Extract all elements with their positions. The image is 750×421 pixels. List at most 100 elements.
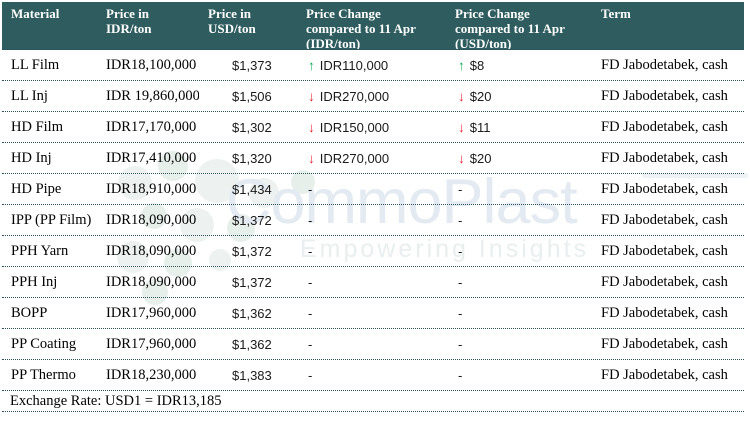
- material-cell: HD Film: [11, 118, 63, 135]
- change-usd-value: $20: [469, 88, 492, 104]
- trend-arrow-icon: ↑: [308, 57, 315, 73]
- change-idr-value: -: [308, 181, 313, 197]
- table-row: PP Coating IDR17,960,000 $1,362 - - FD J…: [2, 329, 744, 360]
- price-idr-cell: IDR18,910,000: [106, 180, 197, 197]
- change-idr-cell: ↓ IDR270,000: [299, 89, 447, 104]
- change-usd-cell: -: [447, 182, 597, 197]
- header-material: Material: [11, 6, 60, 21]
- change-idr-cell: -: [299, 368, 447, 383]
- price-idr-cell: IDR17,170,000: [106, 118, 197, 135]
- material-cell: PP Thermo: [11, 366, 76, 383]
- table-header: Material Price in IDR/ton Price in USD/t…: [2, 2, 744, 50]
- change-idr-value: -: [308, 243, 313, 259]
- change-idr-value: IDR110,000: [319, 57, 389, 73]
- price-usd-cell: $1,302: [232, 119, 272, 135]
- term-cell: FD Jabodetabek, cash: [601, 180, 728, 197]
- trend-arrow-icon: ↓: [458, 88, 465, 104]
- change-idr-value: IDR270,000: [319, 88, 390, 104]
- term-cell: FD Jabodetabek, cash: [601, 56, 728, 73]
- price-usd-cell: $1,372: [232, 212, 272, 228]
- header-price-usd: Price in USD/ton: [208, 6, 256, 36]
- change-idr-cell: -: [299, 306, 447, 321]
- price-idr-cell: IDR18,090,000: [106, 273, 197, 290]
- table-row: PPH Yarn IDR18,090,000 $1,372 - - FD Jab…: [2, 236, 744, 267]
- exchange-rate-row: Exchange Rate: USD1 = IDR13,185: [2, 391, 744, 412]
- change-idr-value: -: [308, 305, 313, 321]
- change-idr-value: -: [308, 212, 313, 228]
- term-cell: FD Jabodetabek, cash: [601, 242, 728, 259]
- change-idr-cell: -: [299, 275, 447, 290]
- change-usd-cell: -: [447, 244, 597, 259]
- term-cell: FD Jabodetabek, cash: [601, 304, 728, 321]
- price-idr-cell: IDR18,100,000: [106, 56, 197, 73]
- change-usd-value: -: [458, 305, 463, 321]
- material-cell: IPP (PP Film): [11, 211, 92, 228]
- header-price-idr: Price in IDR/ton: [106, 6, 152, 36]
- table-row: LL Film IDR18,100,000 $1,373 ↑ IDR110,000…: [2, 50, 744, 81]
- table-row: PPH Inj IDR18,090,000 $1,372 - - FD Jabo…: [2, 267, 744, 298]
- change-idr-value: -: [308, 336, 313, 352]
- change-idr-cell: -: [299, 182, 447, 197]
- table-row: PP Thermo IDR18,230,000 $1,383 - - FD Ja…: [2, 360, 744, 391]
- trend-arrow-icon: ↑: [458, 57, 465, 73]
- change-idr-value: -: [308, 367, 313, 383]
- change-idr-cell: -: [299, 244, 447, 259]
- price-idr-cell: IDR17,410,000: [106, 149, 197, 166]
- change-usd-cell: -: [447, 368, 597, 383]
- change-usd-cell: -: [447, 275, 597, 290]
- price-usd-cell: $1,373: [232, 57, 272, 73]
- change-usd-value: -: [458, 243, 463, 259]
- change-idr-cell: ↑ IDR110,000: [299, 58, 447, 73]
- trend-arrow-icon: ↓: [458, 150, 465, 166]
- term-cell: FD Jabodetabek, cash: [601, 366, 728, 383]
- price-usd-cell: $1,372: [232, 274, 272, 290]
- price-idr-cell: IDR18,090,000: [106, 242, 197, 259]
- change-usd-cell: ↓ $20: [447, 151, 597, 166]
- price-idr-cell: IDR18,090,000: [106, 211, 197, 228]
- table-row: BOPP IDR17,960,000 $1,362 - - FD Jabodet…: [2, 298, 744, 329]
- material-cell: LL Inj: [11, 87, 48, 104]
- change-idr-value: IDR150,000: [319, 119, 390, 135]
- change-idr-cell: ↓ IDR150,000: [299, 120, 447, 135]
- table-row: HD Inj IDR17,410,000 $1,320 ↓ IDR270,000 …: [2, 143, 744, 174]
- change-idr-cell: -: [299, 213, 447, 228]
- material-cell: HD Inj: [11, 149, 52, 166]
- term-cell: FD Jabodetabek, cash: [601, 149, 728, 166]
- change-usd-cell: ↓ $11: [447, 120, 597, 135]
- change-usd-value: $11: [469, 119, 491, 135]
- table-row: HD Film IDR17,170,000 $1,302 ↓ IDR150,000…: [2, 112, 744, 143]
- trend-arrow-icon: ↓: [308, 150, 315, 166]
- material-cell: PPH Inj: [11, 273, 58, 290]
- material-cell: PP Coating: [11, 335, 77, 352]
- change-idr-value: -: [308, 274, 313, 290]
- table-row: LL Inj IDR 19,860,000 $1,506 ↓ IDR270,000…: [2, 81, 744, 112]
- price-usd-cell: $1,320: [232, 150, 272, 166]
- material-cell: LL Film: [11, 56, 60, 73]
- change-usd-cell: -: [447, 306, 597, 321]
- header-change-idr: Price Change compared to 11 Apr (IDR/ton…: [306, 6, 416, 49]
- change-idr-value: IDR270,000: [319, 150, 390, 166]
- term-cell: FD Jabodetabek, cash: [601, 118, 728, 135]
- term-cell: FD Jabodetabek, cash: [601, 87, 728, 104]
- table-row: IPP (PP Film) IDR18,090,000 $1,372 - - F…: [2, 205, 744, 236]
- change-idr-cell: ↓ IDR270,000: [299, 151, 447, 166]
- material-cell: HD Pipe: [11, 180, 62, 197]
- price-usd-cell: $1,383: [232, 367, 272, 383]
- price-usd-cell: $1,506: [232, 88, 272, 104]
- term-cell: FD Jabodetabek, cash: [601, 273, 728, 290]
- term-cell: FD Jabodetabek, cash: [601, 335, 728, 352]
- change-usd-value: -: [458, 212, 463, 228]
- price-usd-cell: $1,362: [232, 305, 272, 321]
- price-usd-cell: $1,434: [232, 181, 272, 197]
- price-idr-cell: IDR17,960,000: [106, 335, 197, 352]
- trend-arrow-icon: ↓: [458, 119, 465, 135]
- price-usd-cell: $1,362: [232, 336, 272, 352]
- price-usd-cell: $1,372: [232, 243, 272, 259]
- material-cell: BOPP: [11, 304, 48, 321]
- price-table: Material Price in IDR/ton Price in USD/t…: [2, 2, 744, 412]
- trend-arrow-icon: ↓: [308, 119, 315, 135]
- material-cell: PPH Yarn: [11, 242, 69, 259]
- change-usd-value: -: [458, 367, 463, 383]
- change-usd-value: -: [458, 274, 463, 290]
- exchange-rate-text: Exchange Rate: USD1 = IDR13,185: [10, 392, 222, 409]
